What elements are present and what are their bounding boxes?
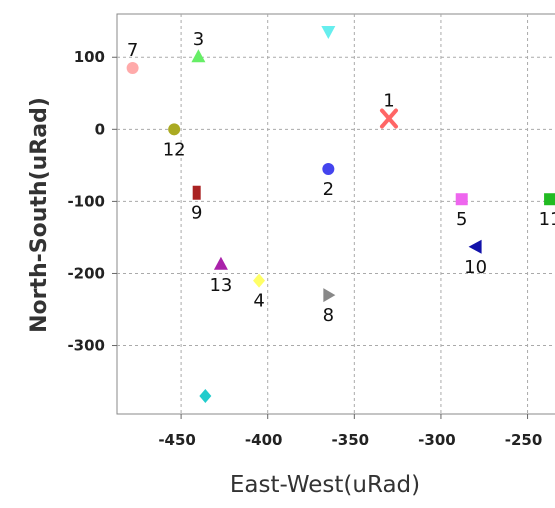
point-label-9: 9 — [191, 203, 202, 224]
x-tick-label: -350 — [332, 431, 370, 449]
x-tick-label: -300 — [418, 431, 456, 449]
data-point-12 — [168, 123, 181, 136]
point-label-2: 2 — [323, 179, 334, 200]
point-label-12: 12 — [163, 139, 186, 160]
x-tick-label: -450 — [158, 431, 196, 449]
y-tick-label: -300 — [67, 337, 105, 355]
data-point-9 — [192, 185, 201, 200]
data-point-13 — [213, 256, 228, 270]
y-tick-label: 0 — [95, 120, 105, 138]
data-point-11 — [544, 193, 555, 206]
point-label-3: 3 — [193, 29, 204, 50]
plot-area — [116, 13, 555, 415]
point-label-13: 13 — [209, 275, 232, 296]
y-axis-title: North-South(uRad) — [27, 97, 52, 333]
data-point — [199, 388, 212, 403]
x-tick-label: -250 — [505, 431, 543, 449]
data-point — [321, 26, 336, 40]
point-label-10: 10 — [464, 257, 487, 278]
x-axis-title: East-West(uRad) — [230, 472, 420, 498]
tick-layer: -450 -400 -350 -300 -250 100 0 -100 -200 -300 — [67, 48, 542, 449]
data-point-1 — [379, 108, 398, 129]
point-label-11: 11 — [539, 209, 555, 230]
data-point-2 — [322, 162, 335, 175]
data-point-4 — [253, 273, 266, 288]
y-tick-label: -200 — [67, 264, 105, 282]
point-layer: 1234578910111213 — [126, 26, 555, 403]
data-point-3 — [191, 49, 206, 63]
point-label-8: 8 — [323, 305, 334, 326]
data-point-5 — [455, 193, 468, 206]
data-point-10 — [468, 239, 482, 254]
y-tick-label: 100 — [74, 48, 105, 66]
point-label-5: 5 — [456, 209, 467, 230]
point-label-1: 1 — [383, 91, 394, 112]
grid-layer — [117, 14, 555, 414]
y-tick-label: -100 — [67, 192, 105, 210]
data-point-8 — [323, 288, 336, 303]
x-tick-label: -400 — [245, 431, 283, 449]
point-label-4: 4 — [253, 291, 264, 312]
data-point-7 — [126, 62, 139, 75]
point-label-7: 7 — [127, 40, 138, 61]
